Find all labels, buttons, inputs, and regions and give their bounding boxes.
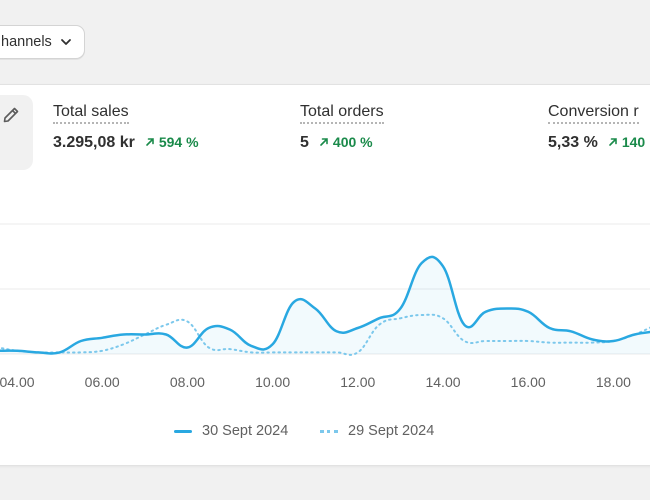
channels-filter-label: hannels bbox=[1, 34, 52, 50]
chart-gridlines bbox=[0, 223, 650, 355]
metric-value: 5 bbox=[300, 134, 309, 151]
legend-item-previous[interactable]: 29 Sept 2024 bbox=[320, 423, 434, 439]
x-tick-label: 04.00 bbox=[0, 374, 35, 390]
x-tick-label: 10.00 bbox=[255, 374, 291, 390]
metric-delta: 594 % bbox=[145, 134, 199, 150]
metric-delta-value: 594 % bbox=[158, 134, 199, 150]
analytics-card bbox=[0, 84, 650, 466]
metric-delta: 400 % bbox=[319, 134, 373, 150]
legend-label: 29 Sept 2024 bbox=[348, 423, 435, 439]
metric-delta: 140 bbox=[608, 134, 645, 150]
arrow-up-right-icon bbox=[320, 138, 328, 146]
metric-label: Total orders bbox=[300, 103, 384, 124]
metric-delta-value: 140 bbox=[621, 134, 646, 150]
x-tick-label: 18.00 bbox=[595, 374, 631, 390]
metric-total-orders[interactable]: Total orders 5 400 % bbox=[300, 103, 384, 152]
x-tick-label: 14.00 bbox=[425, 374, 461, 390]
legend-item-current[interactable]: 30 Sept 2024 bbox=[174, 423, 288, 439]
legend-swatch-dotted bbox=[320, 429, 338, 433]
channels-filter-button[interactable]: hannels bbox=[0, 25, 85, 59]
x-tick-label: 16.00 bbox=[510, 374, 546, 390]
metric-value: 5,33 % bbox=[548, 134, 598, 151]
x-tick-label: 06.00 bbox=[84, 374, 120, 390]
pencil-icon bbox=[3, 107, 19, 123]
x-tick-label: 12.00 bbox=[340, 374, 376, 390]
edit-metrics-button[interactable] bbox=[0, 95, 33, 170]
arrow-up-right-icon bbox=[609, 138, 617, 146]
x-tick-label: 08.00 bbox=[169, 374, 205, 390]
metric-label: Conversion r bbox=[548, 103, 639, 124]
legend-swatch-solid bbox=[174, 429, 192, 433]
metric-value: 3.295,08 kr bbox=[53, 134, 135, 151]
metric-label: Total sales bbox=[53, 103, 129, 124]
chevron-down-icon bbox=[60, 39, 71, 45]
line-29-sept-2024 bbox=[0, 313, 650, 356]
metric-conversion-rate[interactable]: Conversion r 5,33 % 140 bbox=[548, 103, 645, 152]
area-30-sept-2024 bbox=[0, 256, 650, 354]
arrow-up-right-icon bbox=[146, 138, 154, 146]
metric-total-sales[interactable]: Total sales 3.295,08 kr 594 % bbox=[53, 103, 199, 152]
legend-label: 30 Sept 2024 bbox=[202, 423, 289, 439]
metric-delta-value: 400 % bbox=[332, 134, 373, 150]
line-30-sept-2024 bbox=[0, 255, 650, 355]
